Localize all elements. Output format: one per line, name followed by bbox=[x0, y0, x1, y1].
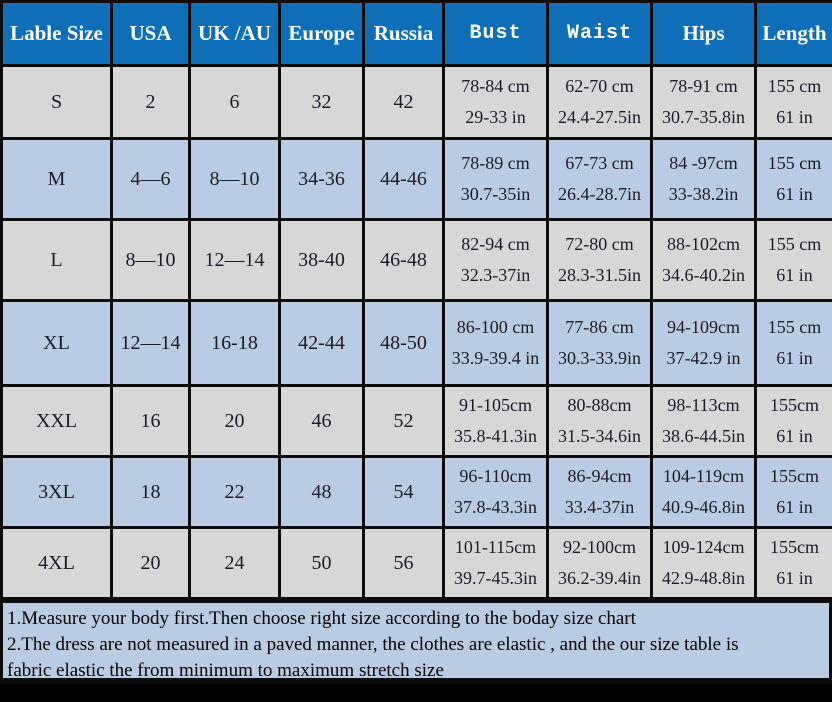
table-row-m: M 4—6 8—10 34-36 44-46 78-89 cm 30.7-35in… bbox=[0, 137, 832, 221]
column-header-length: Length bbox=[754, 0, 832, 67]
cell-russia: 52 bbox=[362, 384, 445, 458]
cell-waist: 77-86 cm 30.3-33.9in bbox=[546, 299, 653, 387]
column-header-bust: Bust bbox=[442, 0, 549, 67]
cell-hips: 84 -97cm 33-38.2in bbox=[650, 137, 757, 221]
cell-russia: 42 bbox=[362, 64, 445, 140]
table-row-xl: XL 12—14 16-18 42-44 48-50 86-100 cm 33.9… bbox=[0, 299, 832, 387]
cell-label-size: XL bbox=[0, 299, 113, 387]
cell-length: 155 cm 61 in bbox=[754, 137, 832, 221]
cell-europe: 50 bbox=[278, 526, 365, 600]
cell-uk-au: 12—14 bbox=[188, 218, 281, 302]
cell-length: 155 cm 61 in bbox=[754, 299, 832, 387]
table-row-4xl: 4XL 20 24 50 56 101-115cm 39.7-45.3in 92-… bbox=[0, 526, 832, 600]
cell-usa: 4—6 bbox=[110, 137, 191, 221]
cell-usa: 2 bbox=[110, 64, 191, 140]
column-header-label-size: Lable Size bbox=[0, 0, 113, 67]
cell-bust: 101-115cm 39.7-45.3in bbox=[442, 526, 549, 600]
cell-bust: 96-110cm 37.8-43.3in bbox=[442, 455, 549, 529]
column-header-waist: Waist bbox=[546, 0, 653, 67]
cell-hips: 88-102cm 34.6-40.2in bbox=[650, 218, 757, 302]
cell-russia: 56 bbox=[362, 526, 445, 600]
cell-label-size: M bbox=[0, 137, 113, 221]
cell-bust: 86-100 cm 33.9-39.4 in bbox=[442, 299, 549, 387]
cell-hips: 78-91 cm 30.7-35.8in bbox=[650, 64, 757, 140]
size-notes: 1.Measure your body first.Then choose ri… bbox=[0, 600, 832, 684]
cell-usa: 12—14 bbox=[110, 299, 191, 387]
cell-russia: 44-46 bbox=[362, 137, 445, 221]
cell-uk-au: 8—10 bbox=[188, 137, 281, 221]
cell-length: 155 cm 61 in bbox=[754, 64, 832, 140]
cell-europe: 34-36 bbox=[278, 137, 365, 221]
cell-waist: 72-80 cm 28.3-31.5in bbox=[546, 218, 653, 302]
cell-waist: 80-88cm 31.5-34.6in bbox=[546, 384, 653, 458]
note-line-3: fabric elastic the from minimum to maxim… bbox=[7, 660, 444, 681]
cell-length: 155cm 61 in bbox=[754, 526, 832, 600]
cell-europe: 46 bbox=[278, 384, 365, 458]
cell-bust: 78-84 cm 29-33 in bbox=[442, 64, 549, 140]
cell-uk-au: 22 bbox=[188, 455, 281, 529]
cell-label-size: S bbox=[0, 64, 113, 140]
cell-length: 155 cm 61 in bbox=[754, 218, 832, 302]
cell-usa: 18 bbox=[110, 455, 191, 529]
cell-waist: 62-70 cm 24.4-27.5in bbox=[546, 64, 653, 140]
cell-uk-au: 20 bbox=[188, 384, 281, 458]
table-row-xxl: XXL 16 20 46 52 91-105cm 35.8-41.3in 80-8… bbox=[0, 384, 832, 458]
cell-uk-au: 6 bbox=[188, 64, 281, 140]
cell-waist: 92-100cm 36.2-39.4in bbox=[546, 526, 653, 600]
column-header-russia: Russia bbox=[362, 0, 445, 67]
cell-usa: 16 bbox=[110, 384, 191, 458]
cell-europe: 32 bbox=[278, 64, 365, 140]
cell-europe: 48 bbox=[278, 455, 365, 529]
header-row: Lable Size USA UK /AU Europe Russia Bust… bbox=[0, 0, 832, 67]
cell-label-size: XXL bbox=[0, 384, 113, 458]
column-header-hips: Hips bbox=[650, 0, 757, 67]
cell-waist: 86-94cm 33.4-37in bbox=[546, 455, 653, 529]
cell-label-size: 3XL bbox=[0, 455, 113, 529]
cell-bust: 82-94 cm 32.3-37in bbox=[442, 218, 549, 302]
cell-russia: 54 bbox=[362, 455, 445, 529]
note-line-2: 2.The dress are not measured in a paved … bbox=[7, 634, 739, 655]
cell-russia: 48-50 bbox=[362, 299, 445, 387]
size-chart: Lable Size USA UK /AU Europe Russia Bust… bbox=[0, 0, 832, 684]
cell-bust: 91-105cm 35.8-41.3in bbox=[442, 384, 549, 458]
cell-hips: 98-113cm 38.6-44.5in bbox=[650, 384, 757, 458]
cell-length: 155cm 61 in bbox=[754, 455, 832, 529]
cell-russia: 46-48 bbox=[362, 218, 445, 302]
cell-hips: 104-119cm 40.9-46.8in bbox=[650, 455, 757, 529]
cell-bust: 78-89 cm 30.7-35in bbox=[442, 137, 549, 221]
table-row-l: L 8—10 12—14 38-40 46-48 82-94 cm 32.3-37… bbox=[0, 218, 832, 302]
column-header-usa: USA bbox=[110, 0, 191, 67]
note-line-1: 1.Measure your body first.Then choose ri… bbox=[7, 608, 636, 629]
column-header-europe: Europe bbox=[278, 0, 365, 67]
cell-europe: 38-40 bbox=[278, 218, 365, 302]
cell-hips: 94-109cm 37-42.9 in bbox=[650, 299, 757, 387]
table-row-s: S 2 6 32 42 78-84 cm 29-33 in 62-70 cm 24.… bbox=[0, 64, 832, 140]
table-row-3xl: 3XL 18 22 48 54 96-110cm 37.8-43.3in 86-9… bbox=[0, 455, 832, 529]
cell-uk-au: 16-18 bbox=[188, 299, 281, 387]
cell-length: 155cm 61 in bbox=[754, 384, 832, 458]
cell-usa: 8—10 bbox=[110, 218, 191, 302]
cell-uk-au: 24 bbox=[188, 526, 281, 600]
cell-usa: 20 bbox=[110, 526, 191, 600]
cell-label-size: L bbox=[0, 218, 113, 302]
cell-label-size: 4XL bbox=[0, 526, 113, 600]
column-header-uk-au: UK /AU bbox=[188, 0, 281, 67]
size-chart-table: Lable Size USA UK /AU Europe Russia Bust… bbox=[0, 0, 832, 600]
cell-europe: 42-44 bbox=[278, 299, 365, 387]
cell-waist: 67-73 cm 26.4-28.7in bbox=[546, 137, 653, 221]
cell-hips: 109-124cm 42.9-48.8in bbox=[650, 526, 757, 600]
